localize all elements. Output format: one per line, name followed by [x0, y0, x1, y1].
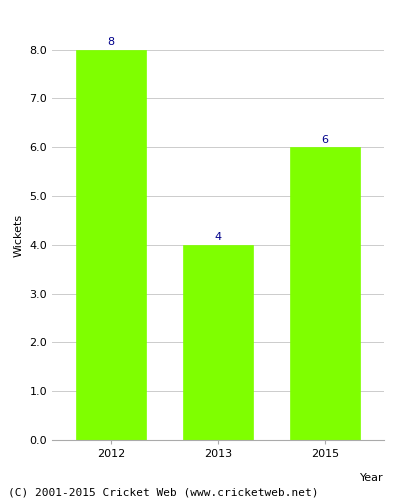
- Bar: [76, 50, 146, 440]
- Text: (C) 2001-2015 Cricket Web (www.cricketweb.net): (C) 2001-2015 Cricket Web (www.cricketwe…: [8, 488, 318, 498]
- Text: 8: 8: [107, 37, 114, 47]
- Text: Year: Year: [360, 473, 384, 483]
- Bar: [290, 147, 360, 440]
- Bar: [183, 245, 253, 440]
- Text: 6: 6: [322, 134, 328, 144]
- Y-axis label: Wickets: Wickets: [14, 214, 24, 256]
- Text: 4: 4: [214, 232, 222, 242]
